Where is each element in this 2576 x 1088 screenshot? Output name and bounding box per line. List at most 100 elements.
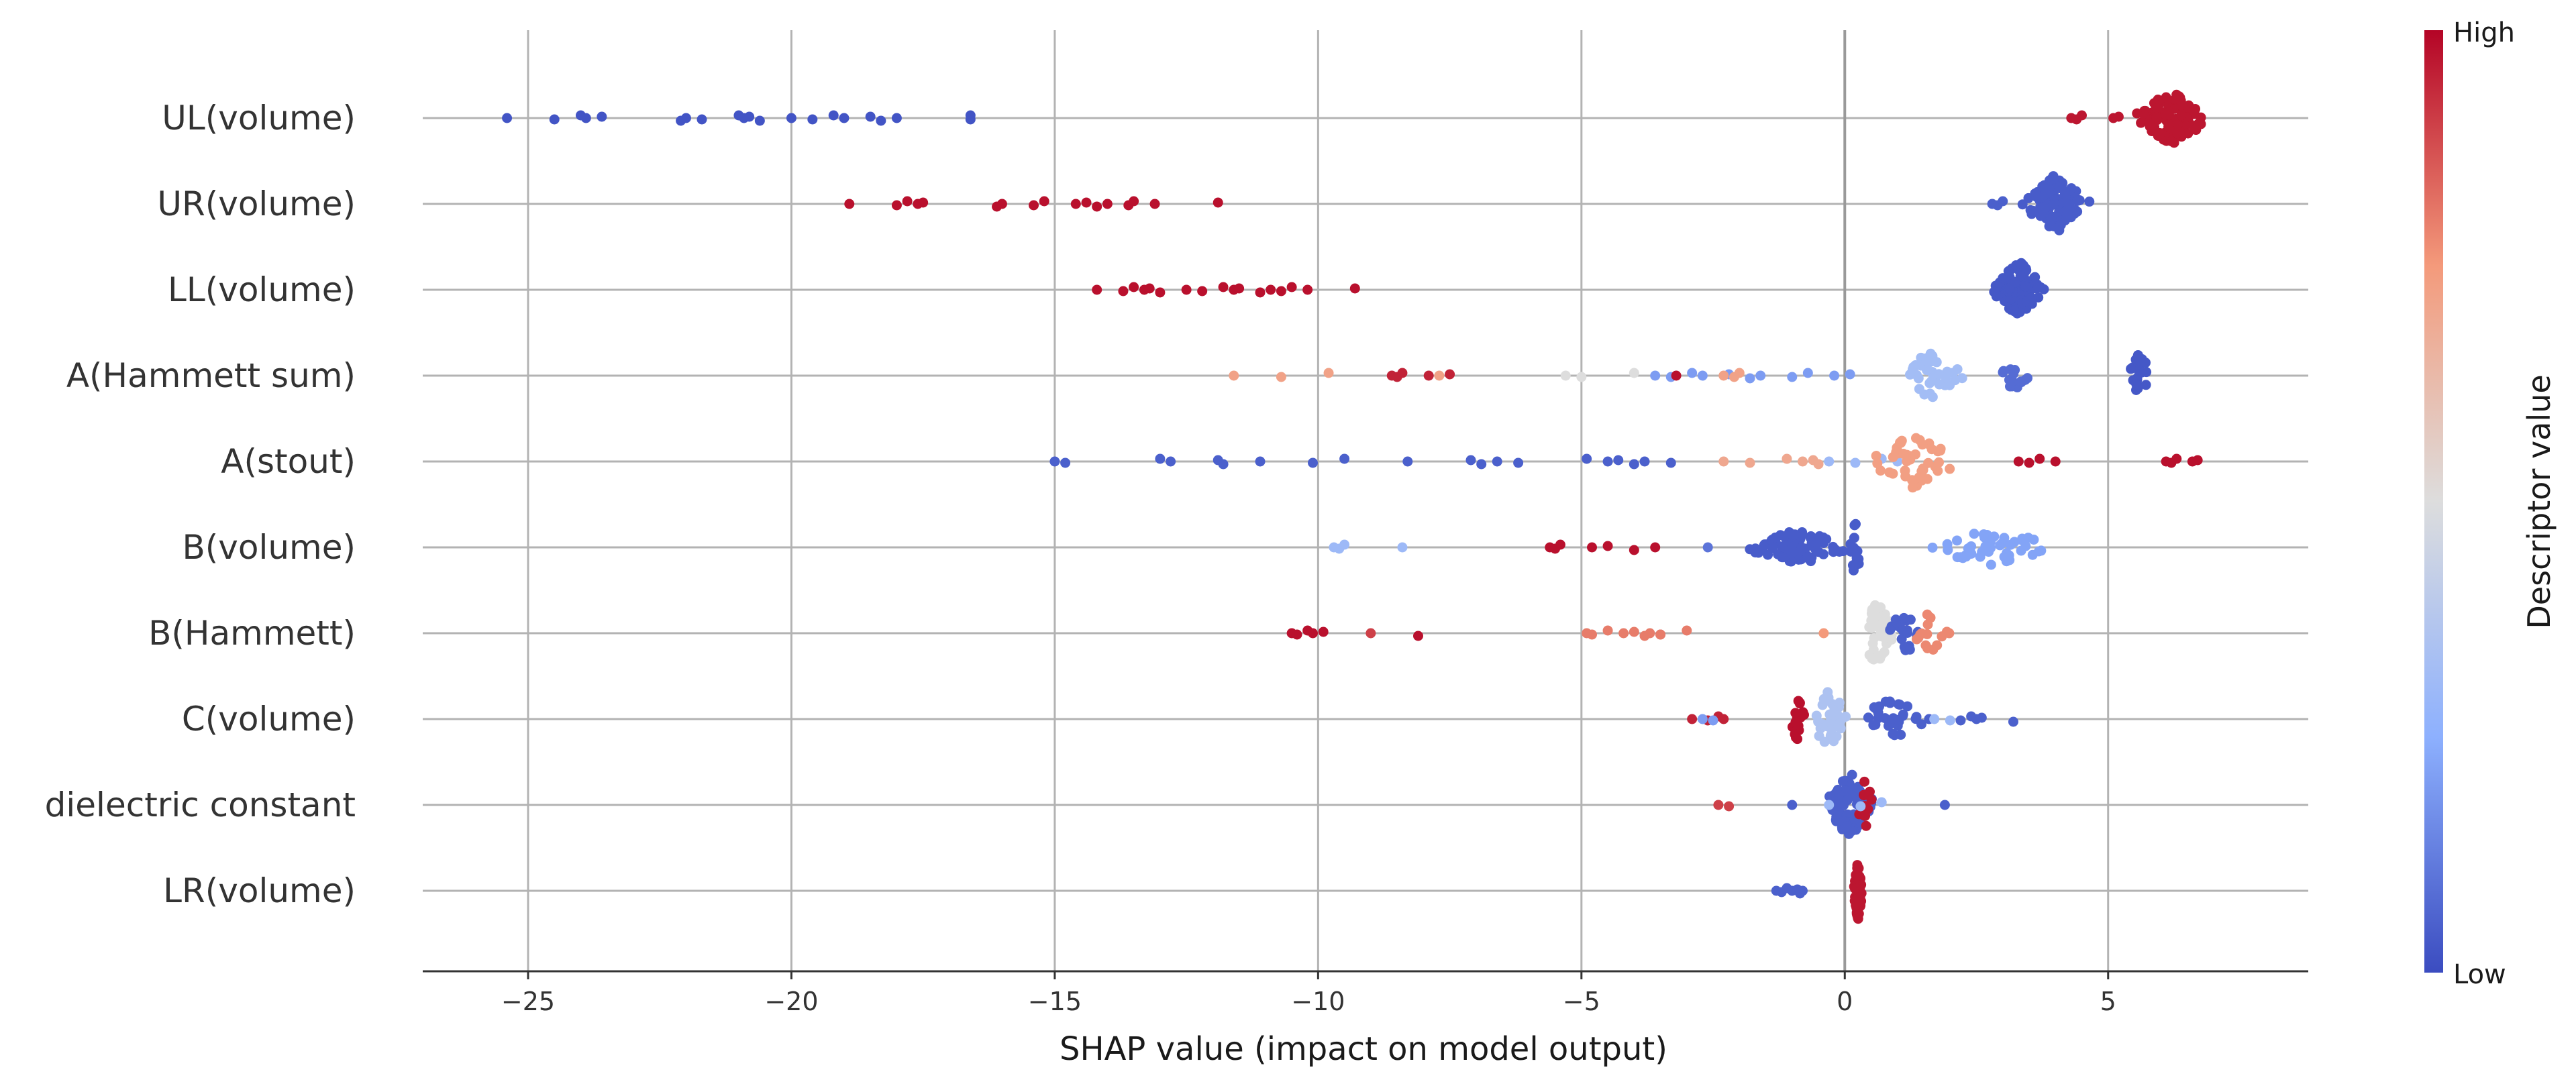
shap-point bbox=[1671, 370, 1682, 381]
shap-point bbox=[1995, 540, 2006, 551]
shap-point bbox=[2192, 455, 2203, 466]
shap-point bbox=[1830, 544, 1841, 555]
shap-point bbox=[1713, 800, 1724, 810]
shap-point bbox=[2020, 541, 2031, 551]
shap-point bbox=[1845, 539, 1856, 549]
shap-point bbox=[1842, 795, 1853, 806]
shap-point bbox=[2050, 456, 2061, 467]
shap-point bbox=[1655, 629, 1666, 640]
shap-point bbox=[1829, 370, 1840, 381]
shap-point bbox=[2155, 128, 2165, 139]
shap-point bbox=[1555, 539, 1565, 550]
shap-point bbox=[1734, 368, 1745, 378]
shap-point bbox=[1804, 553, 1814, 564]
shap-point bbox=[1234, 283, 1245, 294]
shap-point bbox=[1718, 714, 1729, 724]
shap-point bbox=[1412, 631, 1423, 641]
shap-point bbox=[1913, 373, 1924, 384]
shap-point bbox=[754, 115, 765, 126]
shap-point bbox=[1860, 810, 1871, 821]
shap-point bbox=[1904, 644, 1915, 655]
shap-point bbox=[1934, 379, 1945, 390]
shap-point bbox=[2190, 103, 2201, 114]
shap-point bbox=[2024, 457, 2034, 468]
shap-point bbox=[1792, 734, 1803, 745]
shap-point bbox=[1787, 800, 1798, 810]
shap-point bbox=[1855, 880, 1866, 891]
shap-point bbox=[1650, 370, 1661, 381]
shap-point bbox=[844, 199, 855, 209]
shap-point bbox=[1943, 545, 1953, 555]
shap-point bbox=[786, 113, 796, 123]
shap-point bbox=[1039, 196, 1049, 207]
shap-point bbox=[1870, 605, 1881, 616]
shap-point bbox=[1926, 444, 1937, 455]
shap-point bbox=[1855, 801, 1866, 812]
shap-point bbox=[1837, 776, 1848, 787]
shap-point bbox=[1092, 201, 1102, 212]
shap-point bbox=[2163, 120, 2174, 131]
shap-point bbox=[2004, 381, 2015, 392]
shap-point bbox=[1587, 542, 1598, 553]
shap-point bbox=[1824, 709, 1835, 720]
shap-point bbox=[1871, 451, 1882, 461]
feature-label: A(Hammett sum) bbox=[66, 356, 356, 395]
shap-point bbox=[865, 111, 876, 122]
colorbar-high-label: High bbox=[2453, 17, 2515, 48]
shap-point bbox=[1955, 715, 1966, 726]
shap-point bbox=[1767, 543, 1778, 553]
shap-point bbox=[1777, 541, 1788, 552]
shap-point bbox=[1181, 284, 1192, 295]
shap-point bbox=[876, 115, 886, 126]
shap-point bbox=[1945, 464, 1955, 474]
shap-point bbox=[1149, 199, 1160, 209]
shap-point bbox=[1266, 284, 1276, 295]
shap-point bbox=[1745, 457, 1755, 468]
shap-point bbox=[2144, 117, 2155, 127]
shap-point bbox=[1925, 348, 1936, 359]
shap-point bbox=[2003, 266, 2014, 276]
shap-point bbox=[1349, 283, 1360, 294]
feature-label: C(volume) bbox=[182, 700, 356, 739]
shap-point bbox=[1911, 712, 1922, 722]
shap-point bbox=[1818, 694, 1829, 704]
x-tick-label: −20 bbox=[764, 987, 818, 1016]
shap-point bbox=[1922, 619, 1933, 630]
shap-point bbox=[2173, 119, 2183, 130]
shap-point bbox=[2004, 284, 2015, 294]
shap-point bbox=[2013, 456, 2024, 467]
shap-point bbox=[1852, 863, 1863, 873]
shap-point bbox=[1824, 456, 1835, 467]
shap-point bbox=[2020, 281, 2031, 292]
shap-point bbox=[2022, 296, 2032, 307]
shap-point bbox=[1629, 459, 1639, 470]
shap-point bbox=[2032, 282, 2043, 293]
shap-point bbox=[1885, 624, 1896, 635]
shap-point bbox=[2060, 188, 2071, 199]
shap-point bbox=[2016, 377, 2026, 388]
shap-point bbox=[1831, 731, 1842, 742]
shap-point bbox=[1687, 368, 1698, 378]
shap-point bbox=[1434, 370, 1445, 381]
x-tick-label: −15 bbox=[1028, 987, 1082, 1016]
shap-point bbox=[2008, 368, 2019, 379]
shap-point bbox=[1910, 433, 1921, 443]
shap-point bbox=[2038, 208, 2049, 219]
shap-point bbox=[2172, 127, 2183, 138]
shap-point bbox=[2005, 539, 2016, 550]
x-tick-label: 0 bbox=[1837, 987, 1853, 1016]
shap-point bbox=[1855, 892, 1865, 903]
shap-point bbox=[1697, 714, 1708, 724]
shap-point bbox=[1302, 284, 1313, 295]
shap-point bbox=[1835, 718, 1845, 729]
shap-point bbox=[1602, 456, 1613, 467]
shap-point bbox=[1998, 196, 2008, 207]
shap-point bbox=[2034, 453, 2045, 464]
shap-point bbox=[1980, 541, 1991, 552]
shap-point bbox=[1952, 552, 1963, 563]
shap-point bbox=[1998, 366, 2009, 376]
shap-point bbox=[1924, 388, 1935, 399]
shap-point bbox=[1866, 622, 1877, 633]
shap-point bbox=[1937, 631, 1947, 642]
shap-point bbox=[1397, 542, 1408, 553]
